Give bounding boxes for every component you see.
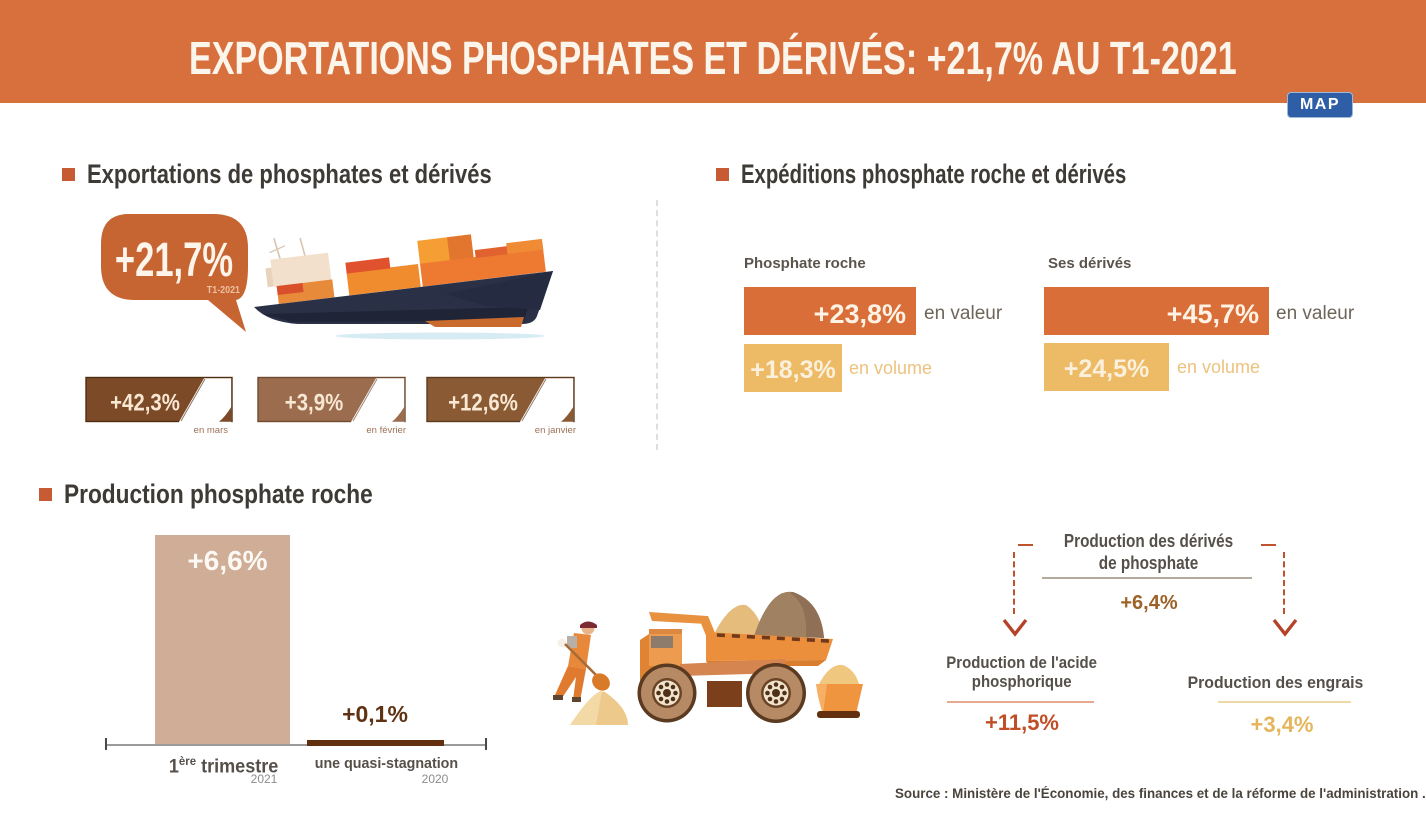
svg-text:+21,7%: +21,7% <box>115 232 233 286</box>
svg-text:T1-2021: T1-2021 <box>207 284 241 296</box>
svg-text:+42,3%: +42,3% <box>110 389 180 416</box>
svg-text:+3,9%: +3,9% <box>285 389 344 416</box>
svg-text:+12,6%: +12,6% <box>448 389 518 416</box>
